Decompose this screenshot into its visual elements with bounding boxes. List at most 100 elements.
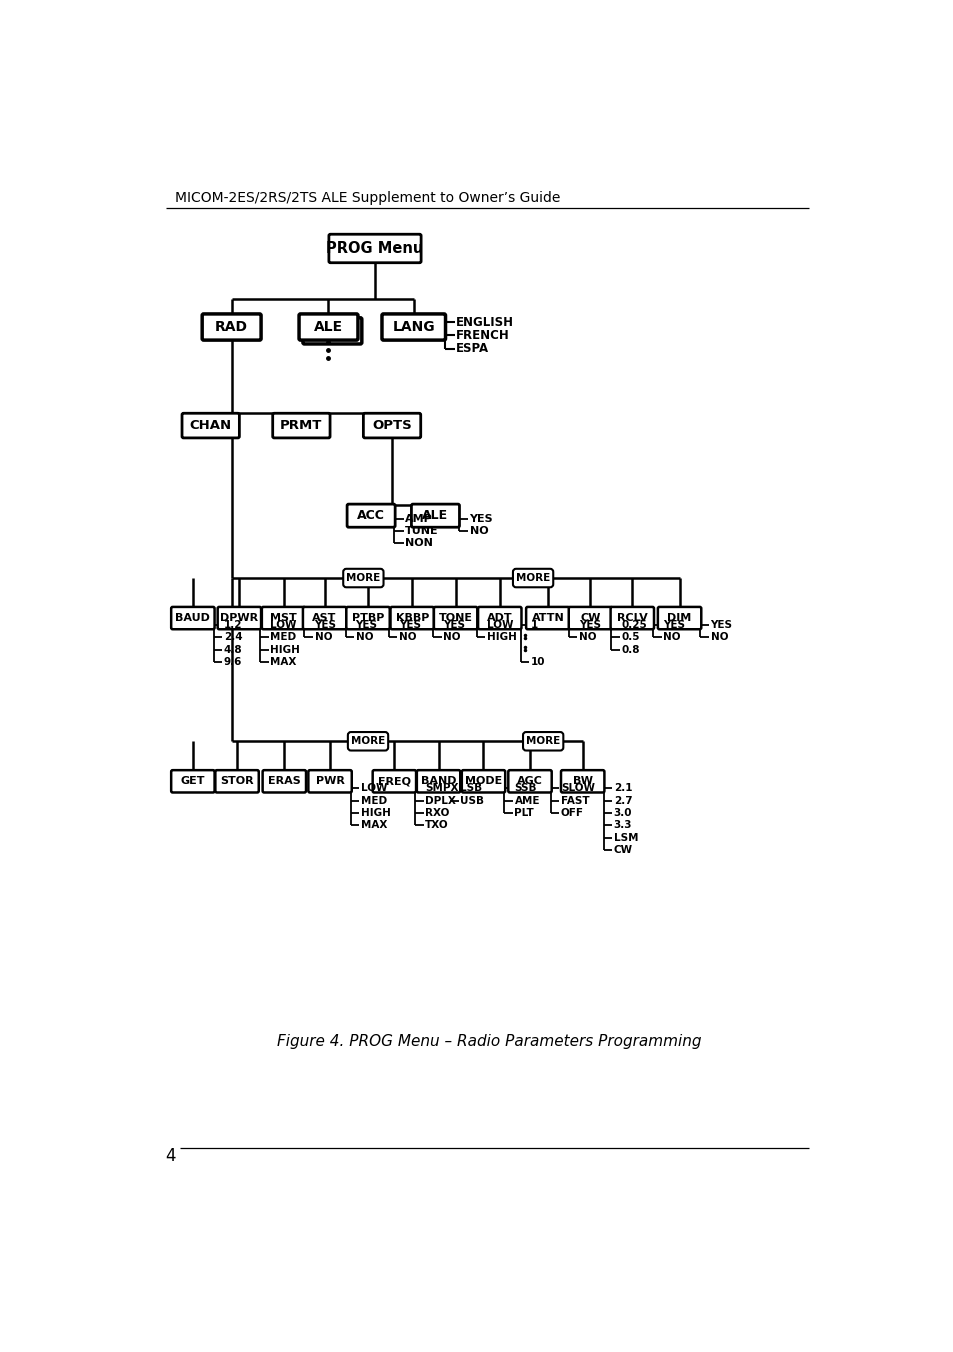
Text: MST: MST: [270, 612, 296, 623]
Text: 3.3: 3.3: [613, 821, 632, 830]
FancyBboxPatch shape: [513, 569, 553, 587]
Text: 0.8: 0.8: [620, 645, 639, 654]
Text: AST: AST: [313, 612, 336, 623]
Text: 1.2: 1.2: [224, 621, 242, 630]
FancyBboxPatch shape: [346, 607, 390, 629]
Text: NO: NO: [578, 633, 596, 642]
FancyBboxPatch shape: [381, 314, 445, 341]
Text: SMPX: SMPX: [425, 783, 458, 794]
Text: MORE: MORE: [346, 573, 380, 583]
Text: USB: USB: [459, 795, 484, 806]
Text: TXO: TXO: [425, 821, 449, 830]
Text: 2.7: 2.7: [613, 795, 632, 806]
Text: MAX: MAX: [360, 821, 387, 830]
Text: 2.1: 2.1: [613, 783, 632, 794]
FancyBboxPatch shape: [303, 318, 361, 343]
FancyBboxPatch shape: [508, 771, 551, 792]
FancyBboxPatch shape: [434, 607, 476, 629]
Text: RXO: RXO: [425, 808, 449, 818]
Text: BAUD: BAUD: [175, 612, 210, 623]
FancyBboxPatch shape: [347, 504, 395, 527]
Text: ESPA: ESPA: [456, 342, 489, 356]
Text: 2.4: 2.4: [224, 633, 242, 642]
Text: BW: BW: [572, 776, 592, 787]
FancyBboxPatch shape: [215, 771, 258, 792]
Text: FRENCH: FRENCH: [456, 329, 510, 342]
Text: Figure 4. PROG Menu – Radio Parameters Programming: Figure 4. PROG Menu – Radio Parameters P…: [276, 1034, 700, 1049]
FancyBboxPatch shape: [182, 414, 239, 438]
Text: ALE: ALE: [314, 320, 343, 334]
FancyBboxPatch shape: [416, 771, 459, 792]
Text: YES: YES: [355, 621, 377, 630]
Text: MORE: MORE: [525, 737, 559, 746]
Text: NO: NO: [355, 633, 373, 642]
Text: AMP: AMP: [405, 514, 433, 523]
Text: MORE: MORE: [516, 573, 550, 583]
Text: LOW: LOW: [270, 621, 296, 630]
FancyBboxPatch shape: [262, 771, 306, 792]
Text: ADT: ADT: [486, 612, 512, 623]
Text: LOW: LOW: [360, 783, 387, 794]
FancyBboxPatch shape: [348, 731, 388, 750]
Text: MORE: MORE: [351, 737, 385, 746]
Text: NO: NO: [398, 633, 416, 642]
FancyBboxPatch shape: [171, 607, 214, 629]
Text: HIGH: HIGH: [486, 633, 516, 642]
Text: 1: 1: [530, 621, 537, 630]
Text: YES: YES: [578, 621, 600, 630]
Text: STOR: STOR: [220, 776, 253, 787]
FancyBboxPatch shape: [303, 607, 346, 629]
Text: LSB: LSB: [459, 783, 482, 794]
Text: KBBP: KBBP: [395, 612, 429, 623]
Text: PWR: PWR: [315, 776, 344, 787]
FancyBboxPatch shape: [273, 414, 330, 438]
Text: 0.25: 0.25: [620, 621, 646, 630]
Text: ENGLISH: ENGLISH: [456, 316, 514, 329]
FancyBboxPatch shape: [390, 607, 434, 629]
FancyBboxPatch shape: [525, 607, 569, 629]
FancyBboxPatch shape: [217, 607, 261, 629]
FancyBboxPatch shape: [329, 234, 420, 262]
FancyBboxPatch shape: [560, 771, 604, 792]
Text: YES: YES: [662, 621, 684, 630]
Text: SSB: SSB: [514, 783, 537, 794]
Text: MODE: MODE: [464, 776, 501, 787]
Text: PROG Menu: PROG Menu: [326, 241, 423, 256]
FancyBboxPatch shape: [343, 569, 383, 587]
Text: NO: NO: [469, 526, 488, 537]
Text: 4: 4: [166, 1146, 176, 1164]
Text: DPLX: DPLX: [425, 795, 456, 806]
Text: DIM: DIM: [667, 612, 691, 623]
Text: NO: NO: [314, 633, 332, 642]
Text: CW: CW: [579, 612, 600, 623]
Text: OFF: OFF: [560, 808, 583, 818]
Text: PRMT: PRMT: [280, 419, 322, 433]
Text: NO: NO: [710, 633, 727, 642]
Text: AGC: AGC: [517, 776, 542, 787]
FancyBboxPatch shape: [298, 314, 357, 341]
Text: 9.6: 9.6: [224, 657, 242, 667]
Text: 3.0: 3.0: [613, 808, 632, 818]
FancyBboxPatch shape: [202, 314, 261, 341]
Text: CHAN: CHAN: [190, 419, 232, 433]
Text: NON: NON: [405, 538, 433, 549]
Text: NO: NO: [662, 633, 680, 642]
Text: 0.5: 0.5: [620, 633, 639, 642]
Text: ACC: ACC: [356, 510, 385, 522]
FancyBboxPatch shape: [308, 771, 352, 792]
Text: TUNE: TUNE: [405, 526, 438, 537]
Text: YES: YES: [443, 621, 465, 630]
Text: 4.8: 4.8: [224, 645, 242, 654]
Text: CW: CW: [613, 845, 632, 854]
Text: RCLV: RCLV: [617, 612, 647, 623]
FancyBboxPatch shape: [522, 731, 562, 750]
Text: TONE: TONE: [438, 612, 472, 623]
Text: YES: YES: [398, 621, 420, 630]
Text: HIGH: HIGH: [360, 808, 391, 818]
Text: LANG: LANG: [392, 320, 435, 334]
Text: ALE: ALE: [422, 510, 448, 522]
Text: YES: YES: [469, 514, 493, 523]
Text: MED: MED: [270, 633, 296, 642]
Text: YES: YES: [314, 621, 336, 630]
Text: HIGH: HIGH: [270, 645, 300, 654]
